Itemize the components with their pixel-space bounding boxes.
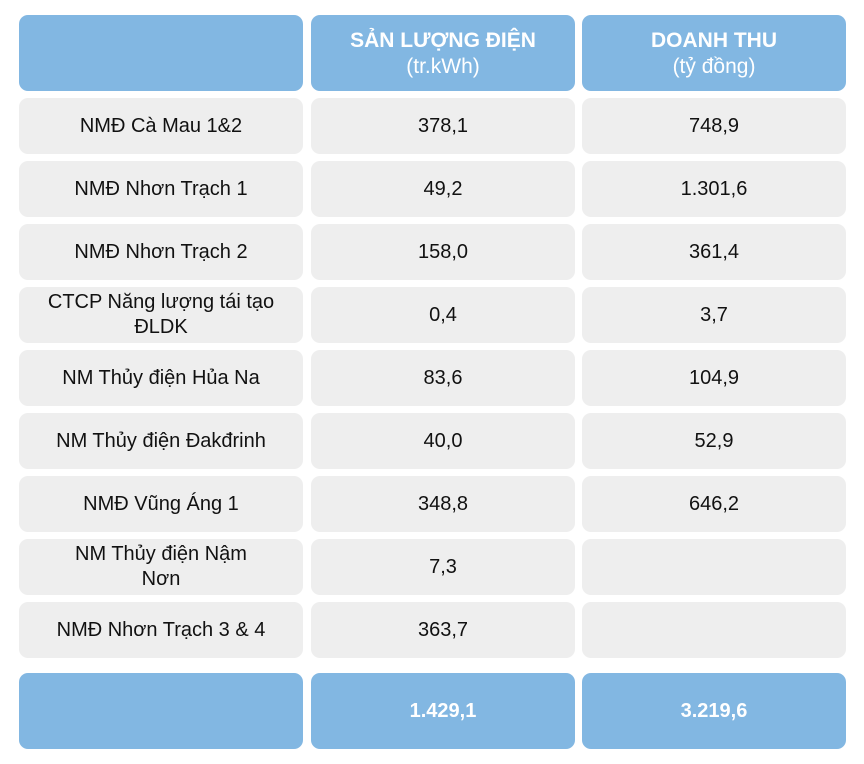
plant-name: NMĐ Nhơn Trạch 2 [74, 240, 248, 263]
revenue-value: 1.301,6 [680, 177, 748, 200]
revenue-value: 3,7 [700, 303, 728, 326]
output-cell: 40,0 [311, 413, 575, 469]
plant-name-cell: NMĐ Nhơn Trạch 3 & 4 [19, 602, 303, 658]
output-cell: 49,2 [311, 161, 575, 217]
plant-name: NM Thủy điện Đakđrinh [56, 429, 266, 452]
plant-name: NM Thủy điện Hủa Na [62, 366, 260, 389]
output-cell: 348,8 [311, 476, 575, 532]
output-value: 348,8 [417, 492, 469, 515]
revenue-value: 748,9 [688, 114, 740, 137]
revenue-cell [582, 602, 846, 658]
revenue-cell: 3,7 [582, 287, 846, 343]
revenue-cell: 748,9 [582, 98, 846, 154]
plant-name-cell: NMĐ Vũng Áng 1 [19, 476, 303, 532]
plant-name: CTCP Năng lượng tái tạo ĐLDK [47, 291, 275, 338]
header-output-title: SẢN LƯỢNG ĐIỆN [350, 28, 536, 52]
plant-name-cell: NMĐ Cà Mau 1&2 [19, 98, 303, 154]
output-value: 158,0 [417, 240, 469, 263]
header-revenue-title: DOANH THU [651, 28, 777, 52]
revenue-cell: 104,9 [582, 350, 846, 406]
plant-name-cell: NM Thủy điện Nậm Nơn [19, 539, 303, 595]
output-value: 49,2 [423, 177, 463, 200]
header-empty-cell [19, 15, 303, 91]
total-output-cell: 1.429,1 [311, 673, 575, 749]
header-revenue-column: DOANH THU (tỷ đồng) [582, 15, 846, 91]
output-cell: 363,7 [311, 602, 575, 658]
output-cell: 83,6 [311, 350, 575, 406]
plant-name-cell: NMĐ Nhơn Trạch 1 [19, 161, 303, 217]
revenue-cell [582, 539, 846, 595]
revenue-cell: 646,2 [582, 476, 846, 532]
plant-name: NMĐ Vũng Áng 1 [83, 492, 239, 515]
header-revenue-unit: (tỷ đồng) [672, 54, 756, 78]
output-cell: 378,1 [311, 98, 575, 154]
plant-name-cell: NM Thủy điện Hủa Na [19, 350, 303, 406]
plant-name: NMĐ Nhơn Trạch 3 & 4 [56, 618, 266, 641]
revenue-value: 104,9 [688, 366, 740, 389]
output-value: 378,1 [417, 114, 469, 137]
revenue-value: 361,4 [688, 240, 740, 263]
output-value: 7,3 [429, 555, 457, 578]
revenue-value: 52,9 [694, 429, 734, 452]
plant-name-cell: CTCP Năng lượng tái tạo ĐLDK [19, 287, 303, 343]
total-revenue-cell: 3.219,6 [582, 673, 846, 749]
revenue-cell: 1.301,6 [582, 161, 846, 217]
output-value: 40,0 [423, 429, 463, 452]
total-output-value: 1.429,1 [409, 699, 477, 722]
output-cell: 0,4 [311, 287, 575, 343]
output-value: 363,7 [417, 618, 469, 641]
total-revenue-value: 3.219,6 [680, 699, 748, 722]
plant-name: NM Thủy điện Nậm Nơn [75, 543, 247, 590]
header-output-unit: (tr.kWh) [406, 54, 480, 78]
total-label-cell [19, 673, 303, 749]
output-cell: 7,3 [311, 539, 575, 595]
header-output-column: SẢN LƯỢNG ĐIỆN (tr.kWh) [311, 15, 575, 91]
plant-name: NMĐ Cà Mau 1&2 [79, 114, 243, 137]
output-value: 83,6 [423, 366, 463, 389]
revenue-cell: 52,9 [582, 413, 846, 469]
plant-name: NMĐ Nhơn Trạch 1 [74, 177, 248, 200]
plant-name-cell: NMĐ Nhơn Trạch 2 [19, 224, 303, 280]
output-cell: 158,0 [311, 224, 575, 280]
revenue-cell: 361,4 [582, 224, 846, 280]
revenue-value: 646,2 [688, 492, 740, 515]
output-value: 0,4 [429, 303, 457, 326]
plant-name-cell: NM Thủy điện Đakđrinh [19, 413, 303, 469]
